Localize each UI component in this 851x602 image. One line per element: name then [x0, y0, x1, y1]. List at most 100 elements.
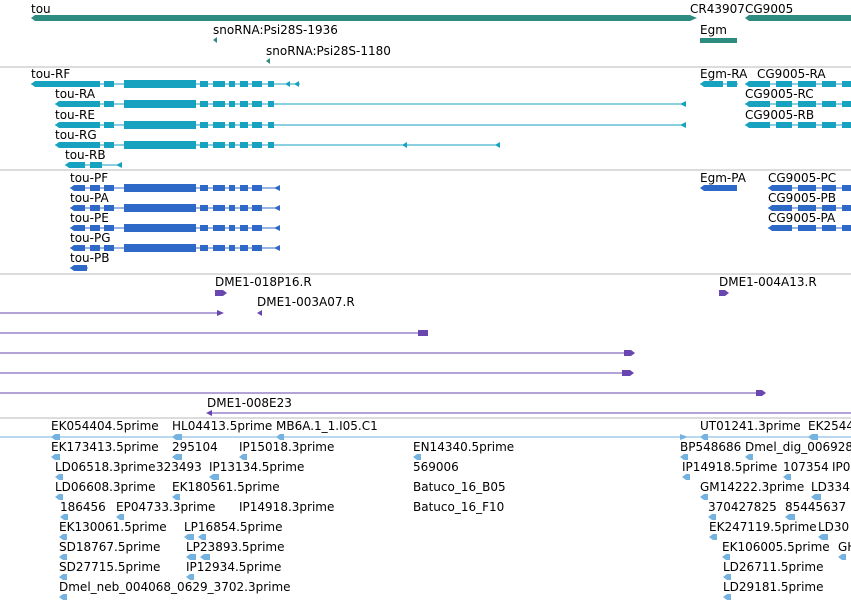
- est-label[interactable]: UT01241.3prime: [700, 419, 801, 433]
- gene-feature-psi1180[interactable]: [266, 58, 270, 64]
- protein-feature[interactable]: [700, 185, 737, 191]
- est-feature[interactable]: [59, 554, 67, 560]
- est-label[interactable]: Batuco_16_F10: [413, 500, 504, 514]
- est-label[interactable]: MB6A.1_1.I05.C1: [276, 419, 378, 433]
- transcript-feature[interactable]: [55, 141, 500, 149]
- transcript-feature[interactable]: [745, 101, 851, 107]
- est-label[interactable]: IP14918.3prime: [239, 500, 334, 514]
- est-feature[interactable]: [682, 474, 690, 480]
- est-label[interactable]: LP23893.5prime: [186, 540, 285, 554]
- protein-feature[interactable]: [768, 205, 851, 211]
- est-feature[interactable]: [184, 534, 194, 540]
- est-label[interactable]: EK2544: [808, 419, 851, 433]
- est-feature[interactable]: [708, 514, 716, 520]
- protein-label[interactable]: CG9005-PC: [768, 171, 836, 185]
- est-label[interactable]: 569006: [413, 460, 459, 474]
- est-feature[interactable]: [198, 534, 206, 540]
- gene-label[interactable]: CR43907: [690, 2, 745, 16]
- est-label[interactable]: EK106005.5prime: [722, 540, 830, 554]
- gene-feature-cg9005[interactable]: [745, 15, 851, 21]
- est-feature[interactable]: [723, 574, 731, 580]
- transcript-label[interactable]: tou-RB: [65, 148, 106, 162]
- est-feature[interactable]: [186, 574, 194, 580]
- protein-label[interactable]: CG9005-PA: [768, 211, 836, 225]
- est-label[interactable]: SD27715.5prime: [59, 560, 160, 574]
- est-feature[interactable]: [59, 594, 67, 600]
- est-feature[interactable]: [55, 474, 63, 480]
- est-label[interactable]: 186456: [60, 500, 106, 514]
- clone-feature[interactable]: [257, 310, 262, 316]
- protein-feature[interactable]: [768, 185, 851, 191]
- transcript-feature[interactable]: [55, 100, 686, 108]
- est-feature[interactable]: [51, 434, 60, 440]
- est-label[interactable]: EK130061.5prime: [59, 520, 167, 534]
- est-label[interactable]: LD334: [811, 480, 850, 494]
- transcript-label[interactable]: tou-RE: [55, 108, 95, 122]
- est-feature[interactable]: [60, 514, 68, 520]
- est-label[interactable]: EK247119.5prime: [709, 520, 817, 534]
- est-feature[interactable]: [700, 494, 708, 500]
- est-label[interactable]: IP12934.5prime: [186, 560, 281, 574]
- est-feature[interactable]: [700, 434, 708, 440]
- est-feature[interactable]: [745, 454, 753, 460]
- transcript-label[interactable]: tou-RF: [31, 67, 70, 81]
- gene-label[interactable]: snoRNA:Psi28S-1936: [213, 23, 338, 37]
- est-feature[interactable]: [838, 554, 846, 560]
- est-label[interactable]: LD30: [818, 520, 849, 534]
- transcript-label[interactable]: CG9005-RB: [745, 108, 814, 122]
- gene-feature-psi1936[interactable]: [213, 37, 217, 43]
- clone-feature[interactable]: [0, 310, 224, 316]
- est-label[interactable]: 370427825: [708, 500, 777, 514]
- est-feature[interactable]: [783, 474, 791, 480]
- gene-feature-tou[interactable]: [31, 15, 697, 21]
- protein-label[interactable]: Egm-PA: [700, 171, 747, 185]
- est-label[interactable]: IP14918.5prime: [682, 460, 777, 474]
- est-label[interactable]: SD18767.5prime: [59, 540, 160, 554]
- est-label[interactable]: EP04733.3prime: [116, 500, 215, 514]
- clone-feature[interactable]: [215, 290, 227, 296]
- est-label[interactable]: GM14222.3prime: [700, 480, 804, 494]
- transcript-feature[interactable]: [65, 162, 122, 168]
- est-feature[interactable]: [709, 534, 717, 540]
- transcript-label[interactable]: CG9005-RA: [757, 67, 826, 81]
- gene-label[interactable]: CG9005: [745, 2, 793, 16]
- est-label[interactable]: 85445637: [785, 500, 846, 514]
- est-feature[interactable]: [276, 434, 284, 440]
- gene-label[interactable]: Egm: [700, 23, 727, 37]
- protein-feature[interactable]: [70, 224, 280, 232]
- est-label[interactable]: LD06608.3prime: [55, 480, 156, 494]
- est-label[interactable]: HL04413.5prime: [172, 419, 272, 433]
- est-label[interactable]: LP16854.5prime: [184, 520, 283, 534]
- protein-feature[interactable]: [70, 184, 280, 192]
- est-feature[interactable]: [722, 554, 730, 560]
- est-label[interactable]: EK173413.5prime: [51, 440, 159, 454]
- est-feature[interactable]: [723, 594, 731, 600]
- clone-feature[interactable]: [719, 290, 729, 296]
- gene-feature-egm[interactable]: [700, 38, 737, 43]
- clone-feature[interactable]: [206, 410, 851, 416]
- est-label[interactable]: EK180561.5prime: [172, 480, 280, 494]
- est-feature[interactable]: [811, 494, 821, 500]
- est-label[interactable]: EN14340.5prime: [413, 440, 514, 454]
- clone-feature[interactable]: [0, 370, 634, 376]
- clone-label[interactable]: DME1-008E23: [207, 396, 292, 410]
- clone-feature[interactable]: [0, 350, 635, 356]
- est-feature[interactable]: [59, 534, 67, 540]
- est-feature[interactable]: [172, 454, 182, 460]
- est-feature[interactable]: [116, 514, 124, 520]
- protein-label[interactable]: tou-PG: [70, 231, 111, 245]
- est-feature[interactable]: [209, 474, 219, 480]
- gene-label[interactable]: snoRNA:Psi28S-1180: [266, 44, 391, 58]
- transcript-feature[interactable]: [745, 81, 851, 87]
- est-label[interactable]: IP13134.5prime: [209, 460, 304, 474]
- est-label[interactable]: Batuco_16_B05: [413, 480, 506, 494]
- clone-label[interactable]: DME1-018P16.R: [215, 275, 312, 289]
- protein-label[interactable]: tou-PF: [70, 171, 108, 185]
- est-feature[interactable]: [200, 554, 210, 560]
- est-label[interactable]: LD29181.5prime: [723, 580, 824, 594]
- est-feature[interactable]: [413, 454, 421, 460]
- est-feature[interactable]: [680, 454, 688, 460]
- protein-label[interactable]: CG9005-PB: [768, 191, 836, 205]
- transcript-label[interactable]: tou-RG: [55, 128, 97, 142]
- protein-feature[interactable]: [70, 244, 280, 252]
